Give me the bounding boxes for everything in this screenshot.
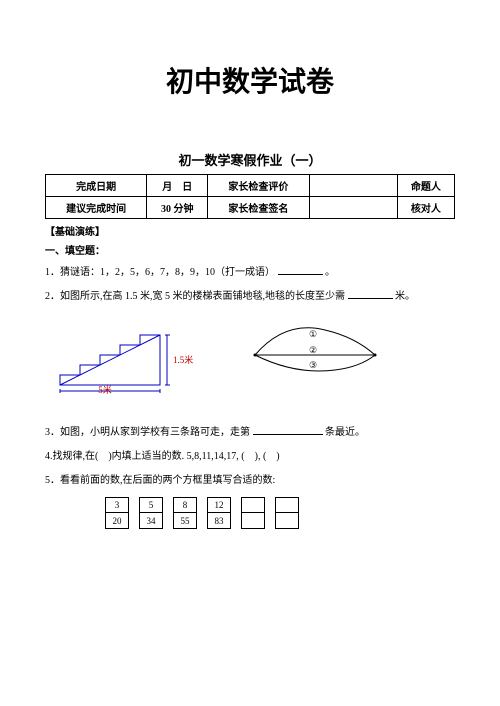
number-boxes: 3 20 5 34 8 55 12 83 xyxy=(105,497,455,529)
cell: 完成日期 xyxy=(46,175,147,197)
box-bottom: 34 xyxy=(139,513,163,529)
question-4: 4.找规律,在( )内填上适当的数. 5,8,11,14,17, ( ), ( … xyxy=(45,449,455,465)
box-top: 12 xyxy=(207,497,231,513)
cell: 30 分钟 xyxy=(147,197,208,219)
section-basic: 【基础演练】 xyxy=(45,223,455,238)
svg-text:1.5米: 1.5米 xyxy=(173,354,193,365)
question-2: 2．如图所示,在高 1.5 米,宽 5 米的楼梯表面铺地毯,地毯的长度至少需 米… xyxy=(45,289,455,305)
table-row: 建议完成时间 30 分钟 家长检查签名 核对人 xyxy=(46,197,455,219)
blank[interactable] xyxy=(278,265,323,275)
question-1: 1．猜谜语：1，2，5，6，7，8，9，10（打一成语） 。 xyxy=(45,265,455,281)
box-bottom: 55 xyxy=(173,513,197,529)
blank[interactable] xyxy=(348,289,393,299)
figure-row: 1.5米 5米 ① ② ③ xyxy=(55,315,455,395)
box-bottom[interactable] xyxy=(241,513,265,529)
box-top: 8 xyxy=(173,497,197,513)
subtitle: 初一数学寒假作业（一） xyxy=(45,150,455,169)
cell: 家长检查评价 xyxy=(208,175,309,197)
box-pair: 12 83 xyxy=(207,497,231,529)
leaf-figure: ① ② ③ xyxy=(245,315,385,395)
table-row: 完成日期 月 日 家长检查评价 命题人 xyxy=(46,175,455,197)
box-pair: 5 34 xyxy=(139,497,163,529)
box-top[interactable] xyxy=(275,497,299,513)
q2-tail: 米。 xyxy=(395,291,415,302)
cell: 核对人 xyxy=(397,197,454,219)
question-5: 5．看看前面的数,在后面的两个方框里填写合适的数: xyxy=(45,473,455,489)
box-pair: 3 20 xyxy=(105,497,129,529)
svg-text:①: ① xyxy=(309,329,317,339)
q1-tail: 。 xyxy=(325,267,335,278)
cell: 月 日 xyxy=(147,175,208,197)
cell xyxy=(309,175,397,197)
stair-figure: 1.5米 5米 xyxy=(55,315,205,395)
info-table: 完成日期 月 日 家长检查评价 命题人 建议完成时间 30 分钟 家长检查签名 … xyxy=(45,174,455,219)
question-3: 3．如图，小明从家到学校有三条路可走，走第 条最近。 xyxy=(45,425,455,441)
section-fill: 一、填空题： xyxy=(45,242,455,257)
q1-text: 1．猜谜语：1，2，5，6，7，8，9，10（打一成语） xyxy=(45,267,275,278)
box-pair-empty[interactable] xyxy=(275,497,299,529)
box-top: 5 xyxy=(139,497,163,513)
q3-text: 3．如图，小明从家到学校有三条路可走，走第 xyxy=(45,427,250,438)
cell: 建议完成时间 xyxy=(46,197,147,219)
q2-text: 2．如图所示,在高 1.5 米,宽 5 米的楼梯表面铺地毯,地毯的长度至少需 xyxy=(45,291,345,302)
box-bottom[interactable] xyxy=(275,513,299,529)
box-top: 3 xyxy=(105,497,129,513)
cell: 命题人 xyxy=(397,175,454,197)
svg-text:③: ③ xyxy=(309,360,317,370)
svg-text:②: ② xyxy=(309,345,317,355)
q3-tail: 条最近。 xyxy=(325,427,365,438)
cell xyxy=(309,197,397,219)
cell: 家长检查签名 xyxy=(208,197,309,219)
box-bottom: 83 xyxy=(207,513,231,529)
page: 初中数学试卷 初一数学寒假作业（一） 完成日期 月 日 家长检查评价 命题人 建… xyxy=(0,0,500,559)
box-pair-empty[interactable] xyxy=(241,497,265,529)
svg-text:5米: 5米 xyxy=(98,384,112,395)
main-title: 初中数学试卷 xyxy=(45,60,455,100)
box-top[interactable] xyxy=(241,497,265,513)
box-pair: 8 55 xyxy=(173,497,197,529)
box-bottom: 20 xyxy=(105,513,129,529)
blank[interactable] xyxy=(253,425,323,435)
